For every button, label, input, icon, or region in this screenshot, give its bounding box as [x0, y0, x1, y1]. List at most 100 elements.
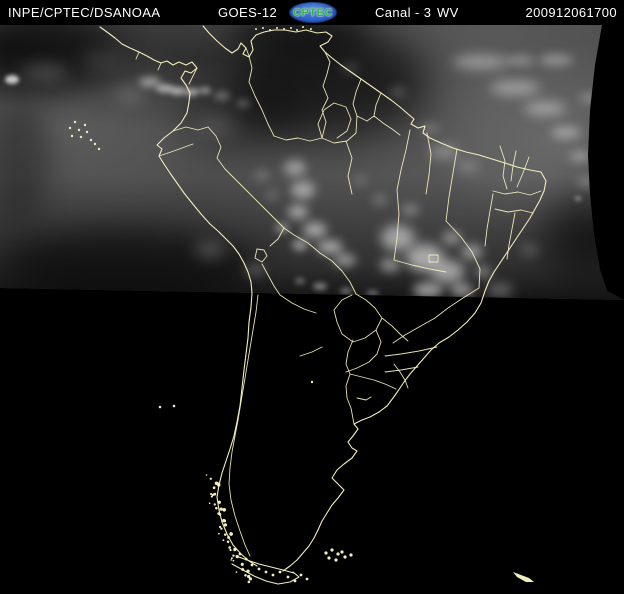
island-dot — [217, 500, 221, 504]
cloud-blob — [80, 54, 120, 66]
island-dot — [232, 559, 235, 562]
island-dot — [218, 532, 220, 535]
cloud-blob — [450, 283, 474, 297]
cloud-blob — [22, 64, 68, 80]
cloud-blob — [292, 239, 308, 251]
cloud-blob — [431, 260, 465, 284]
island-dot — [247, 574, 251, 579]
island-dot — [158, 405, 162, 409]
cloud-blob — [291, 181, 315, 199]
coastline-pacific — [99, 26, 258, 567]
island-dot — [172, 404, 176, 408]
island-dot — [73, 120, 77, 124]
cloud-blob — [156, 83, 174, 93]
cloud-blob — [579, 94, 601, 102]
island-dot — [240, 562, 244, 566]
cloud-blob — [303, 222, 327, 238]
cloud-blob — [373, 195, 387, 205]
island-dot — [238, 552, 242, 556]
island-dot — [77, 128, 81, 132]
island-speckles — [68, 26, 353, 584]
cloud-blob — [139, 77, 161, 87]
island-dot — [255, 28, 257, 30]
island-dot — [269, 29, 271, 31]
island-dot — [247, 580, 251, 584]
coastline-atlantic — [202, 25, 547, 572]
island-dot — [219, 507, 223, 511]
cloud-blob — [365, 290, 379, 296]
cptec-logo: CPTEC — [289, 2, 337, 23]
cloud-blob — [199, 86, 211, 94]
island-dot — [211, 493, 215, 497]
cloud-blob — [317, 240, 343, 254]
cloud-blob — [195, 116, 235, 134]
cloud-blob — [490, 81, 540, 95]
dark-airmass-blob — [180, 90, 300, 150]
noaa-label: NOAA — [122, 5, 161, 20]
cloud-blob — [475, 266, 491, 278]
cloud-blob — [354, 175, 366, 185]
island-dot — [264, 570, 268, 574]
cloud-blob — [524, 101, 566, 115]
island-dot — [205, 474, 208, 476]
island-dot — [271, 573, 275, 577]
cloud-blob — [295, 278, 305, 284]
brasilia-district-outline — [428, 254, 439, 263]
island-dot — [83, 123, 87, 127]
cloud-blob — [539, 55, 573, 65]
island-dot — [330, 548, 334, 552]
island-dot — [220, 527, 223, 530]
cloud-blob — [341, 64, 359, 72]
island-dot — [248, 577, 253, 581]
cloud-blob — [284, 160, 306, 176]
dark-airmass-blob — [230, 30, 430, 140]
border-chile-argentina — [228, 294, 259, 557]
cloud-blob — [390, 88, 406, 96]
agency-label: INPE/CPTEC/DSA — [8, 5, 122, 20]
island-south-georgia — [513, 572, 534, 582]
island-dot — [229, 532, 233, 536]
lake-titicaca — [254, 248, 268, 263]
island-dot — [302, 26, 304, 28]
cloud-blob — [340, 288, 352, 294]
island-dot — [222, 519, 227, 523]
island-dot — [210, 495, 213, 498]
island-dot — [226, 540, 230, 544]
island-dot — [209, 477, 212, 480]
island-dot — [305, 577, 309, 581]
island-dot — [223, 533, 227, 536]
cloud-blob — [115, 89, 145, 101]
island-dot — [215, 506, 218, 510]
island-dot — [334, 558, 338, 562]
cloud-blob — [236, 99, 250, 107]
border-paraguay — [299, 293, 409, 373]
cloud-blob — [413, 282, 443, 298]
band-label: WV — [437, 5, 459, 20]
cloud-blob — [380, 258, 400, 272]
island-dot — [340, 550, 344, 554]
dark-airmass-blob — [0, 100, 50, 220]
cloud-blob — [266, 191, 278, 199]
island-dot — [68, 126, 72, 130]
island-dot — [208, 502, 211, 505]
cptec-logo-text: CPTEC — [293, 6, 333, 19]
cloud-blob — [505, 55, 535, 65]
island-dot — [222, 539, 225, 542]
island-dot — [299, 573, 303, 577]
island-dot — [343, 555, 347, 559]
island-dot — [229, 548, 232, 552]
island-dot — [241, 568, 245, 571]
cloud-blob — [170, 87, 186, 95]
cloud-blob — [457, 161, 479, 171]
cloud-blob — [401, 204, 419, 216]
island-dot — [286, 575, 290, 579]
island-dot — [310, 380, 314, 384]
cloud-layer — [0, 25, 624, 300]
island-dot — [232, 554, 235, 557]
island-dot — [327, 556, 331, 560]
island-dot — [223, 523, 228, 527]
cloud-blob — [195, 243, 225, 257]
cloud-blob — [578, 178, 594, 186]
island-dot — [97, 147, 101, 151]
country-borders — [135, 47, 401, 314]
